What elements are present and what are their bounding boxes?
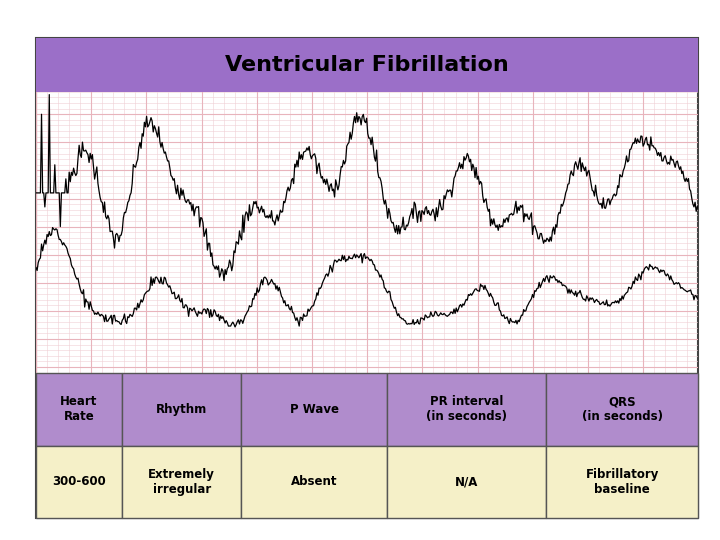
Text: P Wave: P Wave: [289, 402, 338, 416]
Text: Fibrillatory
baseline: Fibrillatory baseline: [585, 468, 659, 496]
Text: Heart
Rate: Heart Rate: [60, 395, 98, 423]
Text: Extremely
irregular: Extremely irregular: [148, 468, 215, 496]
Text: 300-600: 300-600: [52, 475, 106, 489]
Text: Ventricular Fibrillation: Ventricular Fibrillation: [225, 55, 509, 75]
Text: QRS
(in seconds): QRS (in seconds): [582, 395, 662, 423]
Text: N/A: N/A: [455, 475, 478, 489]
Text: Absent: Absent: [291, 475, 338, 489]
Text: Rhythm: Rhythm: [156, 402, 207, 416]
Text: PR interval
(in seconds): PR interval (in seconds): [426, 395, 507, 423]
